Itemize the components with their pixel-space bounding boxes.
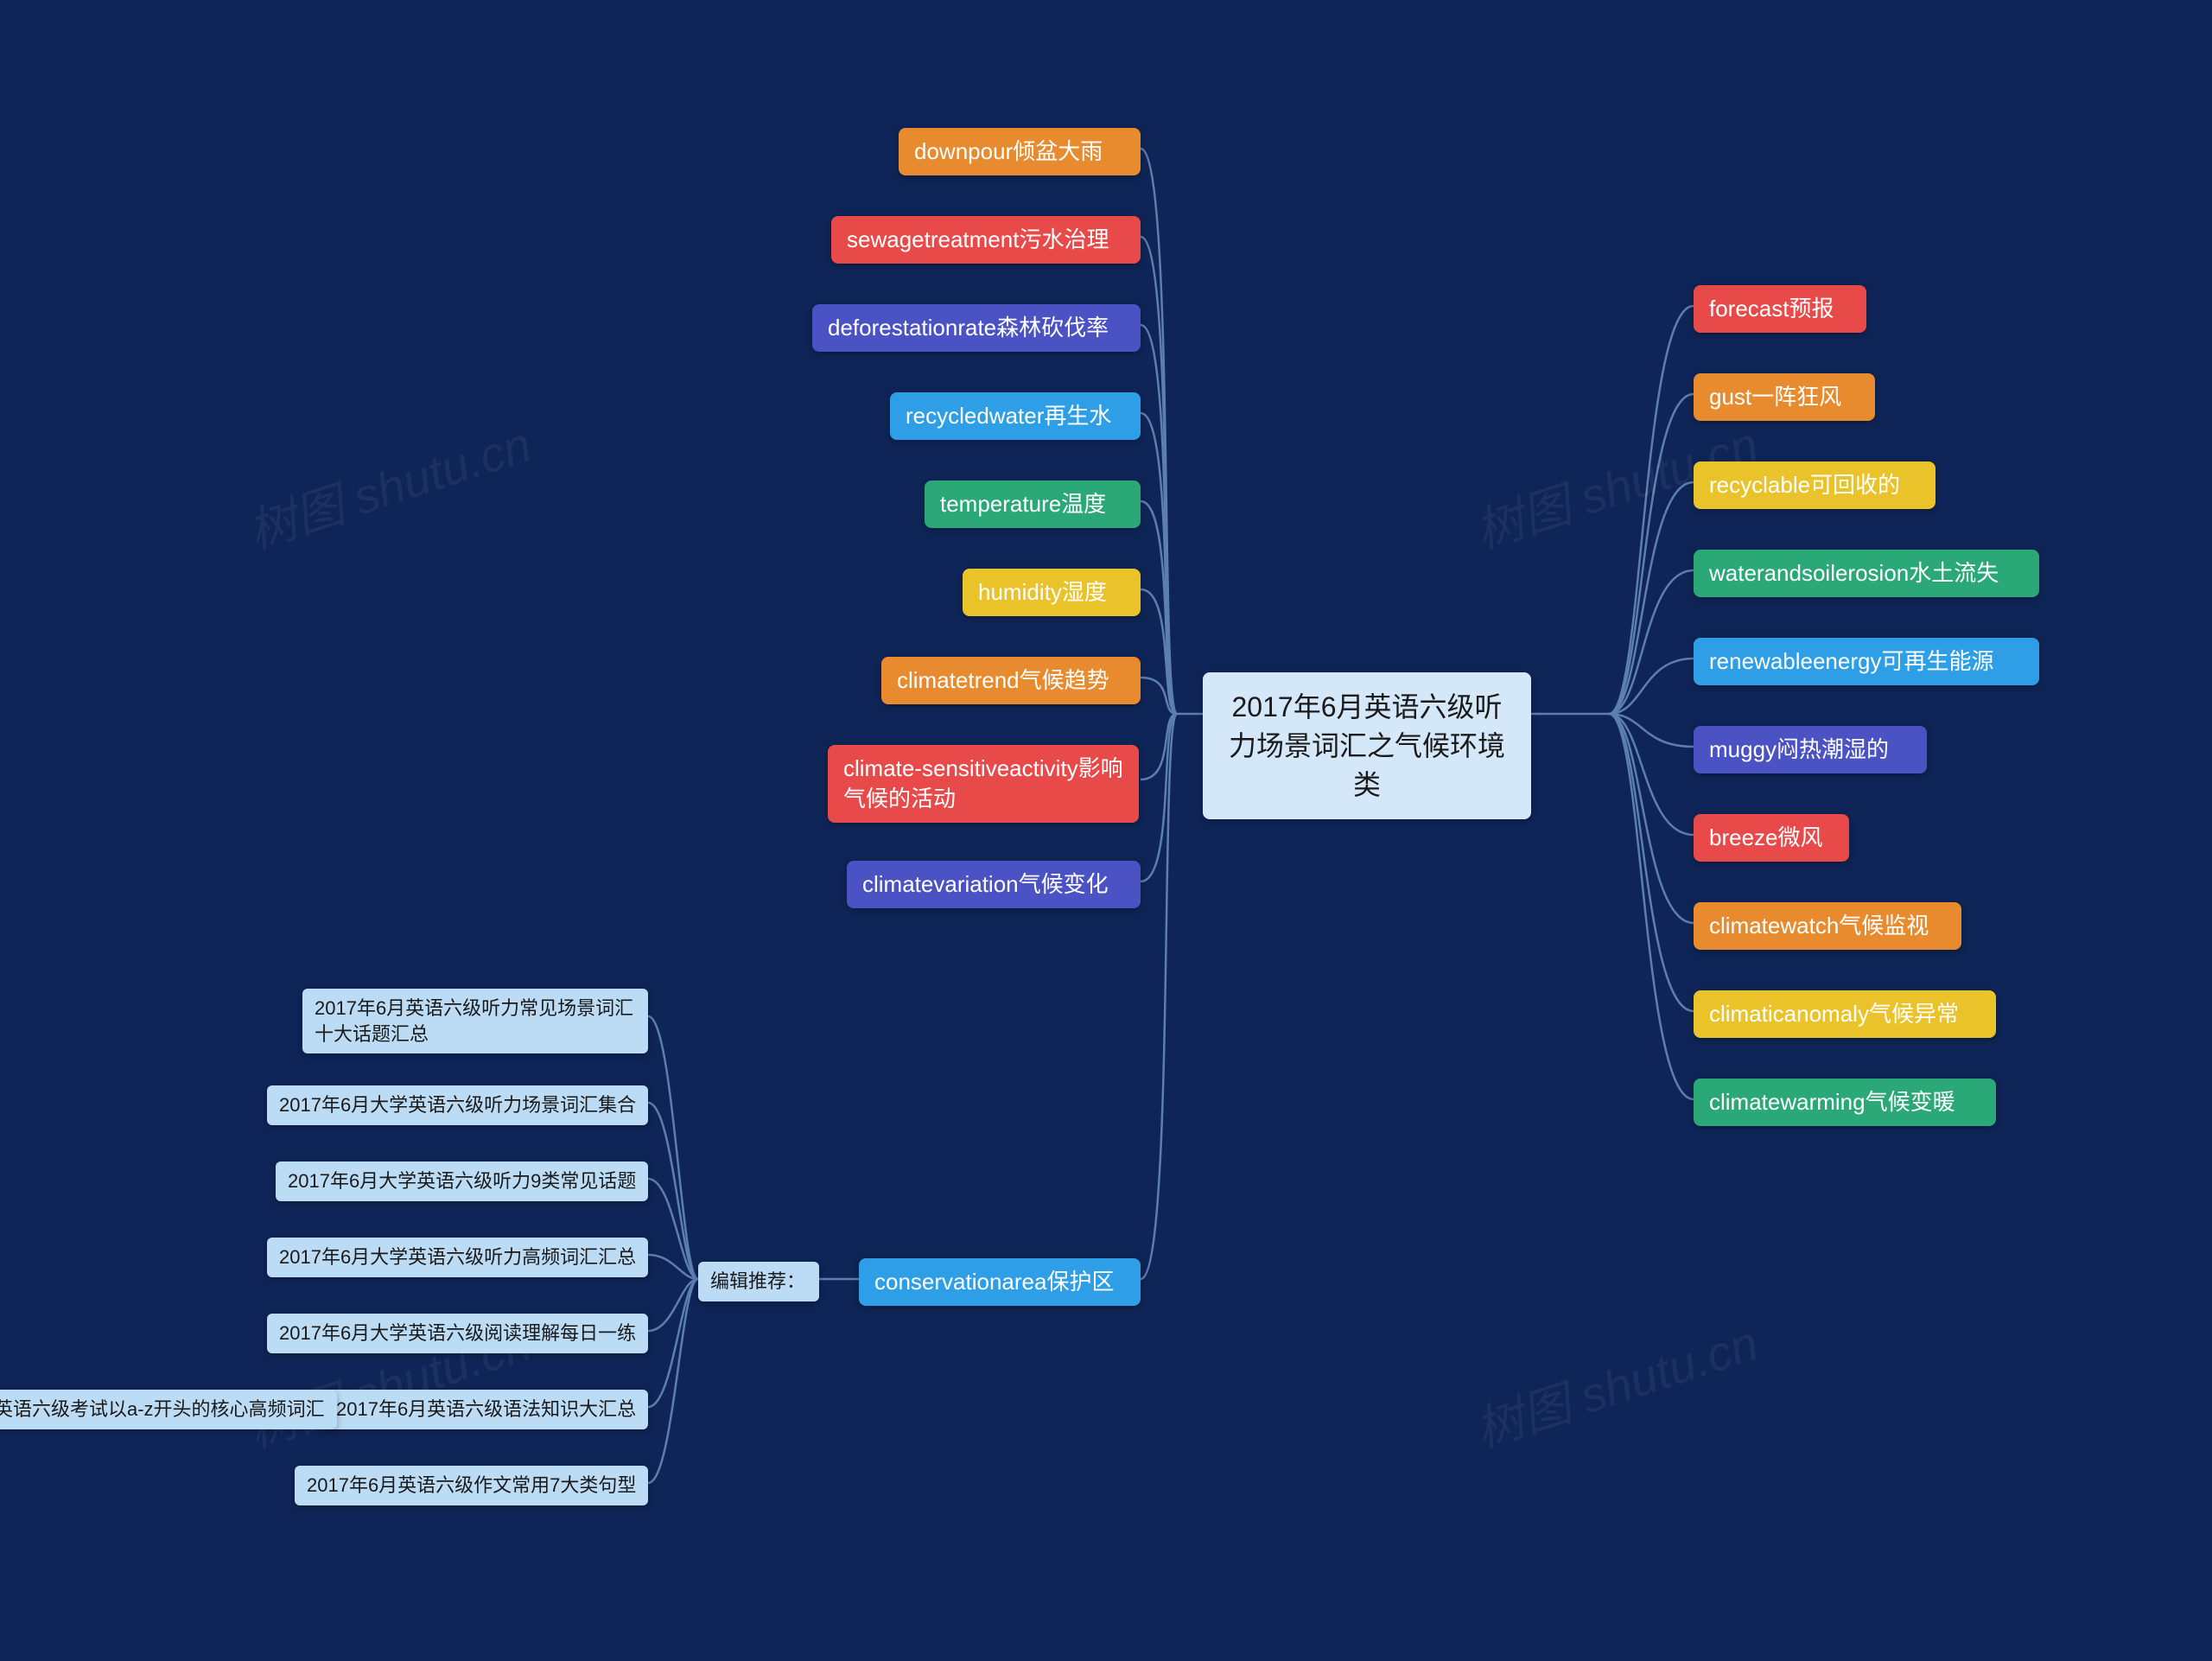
right-node-4[interactable]: renewableenergy可再生能源 xyxy=(1694,638,2039,685)
editorial-child-5[interactable]: 2017年6月英语六级语法知识大汇总 xyxy=(324,1390,648,1429)
right-node-1[interactable]: gust一阵狂风 xyxy=(1694,373,1875,421)
right-node-8[interactable]: climaticanomaly气候异常 xyxy=(1694,990,1996,1038)
right-node-0[interactable]: forecast预报 xyxy=(1694,285,1866,333)
left-node-9[interactable]: conservationarea保护区 xyxy=(859,1258,1141,1306)
editorial-child-0[interactable]: 2017年6月英语六级听力常见场景词汇十大话题汇总 xyxy=(302,989,648,1053)
center-topic[interactable]: 2017年6月英语六级听力场景词汇之气候环境类 xyxy=(1203,672,1531,819)
left-node-2[interactable]: deforestationrate森林砍伐率 xyxy=(812,304,1141,352)
left-node-1[interactable]: sewagetreatment污水治理 xyxy=(831,216,1141,264)
left-node-0[interactable]: downpour倾盆大雨 xyxy=(899,128,1141,175)
right-node-5[interactable]: muggy闷热潮湿的 xyxy=(1694,726,1927,773)
right-node-9[interactable]: climatewarming气候变暖 xyxy=(1694,1079,1996,1126)
watermark: 树图 shutu.cn xyxy=(238,406,539,563)
left-node-3[interactable]: recycledwater再生水 xyxy=(890,392,1141,440)
left-node-5[interactable]: humidity湿度 xyxy=(963,569,1141,616)
deep-child[interactable]: 英语六级考试以a-z开头的核心高频词汇 xyxy=(0,1390,337,1429)
editorial-child-2[interactable]: 2017年6月大学英语六级听力9类常见话题 xyxy=(276,1161,648,1201)
watermark: 树图 shutu.cn xyxy=(1465,1305,1766,1462)
right-node-6[interactable]: breeze微风 xyxy=(1694,814,1849,862)
right-node-3[interactable]: waterandsoilerosion水土流失 xyxy=(1694,550,2039,597)
editorial-label[interactable]: 编辑推荐： xyxy=(698,1262,819,1301)
editorial-child-4[interactable]: 2017年6月大学英语六级阅读理解每日一练 xyxy=(267,1314,648,1353)
right-node-2[interactable]: recyclable可回收的 xyxy=(1694,461,1936,509)
left-node-6[interactable]: climatetrend气候趋势 xyxy=(881,657,1141,704)
right-node-7[interactable]: climatewatch气候监视 xyxy=(1694,902,1961,950)
left-node-4[interactable]: temperature温度 xyxy=(925,480,1141,528)
editorial-child-1[interactable]: 2017年6月大学英语六级听力场景词汇集合 xyxy=(267,1085,648,1125)
left-node-8[interactable]: climatevariation气候变化 xyxy=(847,861,1141,908)
left-node-7[interactable]: climate-sensitiveactivity影响气候的活动 xyxy=(828,745,1139,823)
editorial-child-3[interactable]: 2017年6月大学英语六级听力高频词汇汇总 xyxy=(267,1238,648,1277)
editorial-child-6[interactable]: 2017年6月英语六级作文常用7大类句型 xyxy=(295,1466,648,1505)
